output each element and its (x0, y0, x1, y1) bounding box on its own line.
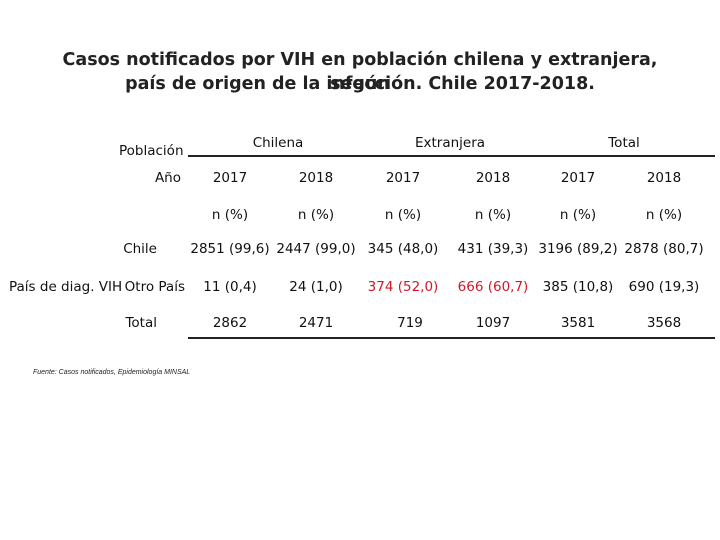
year-extranjera-2017: 2017 (385, 170, 421, 186)
group-header-total: Total (608, 135, 640, 151)
table-cell: 2862 (212, 315, 248, 331)
header-rule (188, 155, 715, 157)
table-cell: 3196 (89,2) (538, 241, 618, 257)
unit-total-2018: n (%) (645, 207, 683, 223)
table-cell: 431 (39,3) (457, 241, 529, 257)
row-header-ano: Año (154, 170, 181, 186)
row-label-otro-pais: Otro País (124, 279, 185, 295)
source-note: Fuente: Casos notificados, Epidemiología… (33, 369, 191, 376)
year-total-2018: 2018 (646, 170, 682, 186)
bottom-rule (188, 337, 715, 339)
year-chilena-2018: 2018 (298, 170, 334, 186)
table-cell: 719 (397, 315, 423, 331)
table-cell: 11 (0,4) (203, 279, 257, 295)
page-title-line-2: país de origen de la infección. Chile 20… (125, 74, 595, 94)
group-header-extranjera: Extranjera (414, 135, 486, 151)
table-cell: 2851 (99,6) (190, 241, 270, 257)
highlighted-cell: 666 (60,7) (457, 279, 529, 295)
unit-total-2017: n (%) (559, 207, 597, 223)
unit-extranjera-2017: n (%) (384, 207, 422, 223)
year-chilena-2017: 2017 (212, 170, 248, 186)
table-cell: 3581 (560, 315, 596, 331)
row-header-poblacion: Población (119, 143, 184, 159)
row-label-total: Total (125, 315, 157, 331)
row-label-chile: Chile (123, 241, 157, 257)
group-header-chilena: Chilena (252, 135, 304, 151)
table-cell: 690 (19,3) (628, 279, 700, 295)
year-extranjera-2018: 2018 (475, 170, 511, 186)
table-cell: 2447 (99,0) (276, 241, 356, 257)
highlighted-cell: 374 (52,0) (367, 279, 439, 295)
table-cell: 345 (48,0) (367, 241, 439, 257)
unit-chilena-2018: n (%) (297, 207, 335, 223)
table-cell: 3568 (646, 315, 682, 331)
unit-extranjera-2018: n (%) (474, 207, 512, 223)
table-cell: 2471 (298, 315, 334, 331)
year-total-2017: 2017 (560, 170, 596, 186)
unit-chilena-2017: n (%) (211, 207, 249, 223)
table-cell: 1097 (475, 315, 511, 331)
table-cell: 385 (10,8) (542, 279, 614, 295)
table-cell: 24 (1,0) (289, 279, 343, 295)
table-cell: 2878 (80,7) (624, 241, 704, 257)
page-title-line-1: Casos notificados por VIH en población c… (62, 50, 658, 94)
dimension-label: País de diag. VIH (9, 279, 123, 295)
